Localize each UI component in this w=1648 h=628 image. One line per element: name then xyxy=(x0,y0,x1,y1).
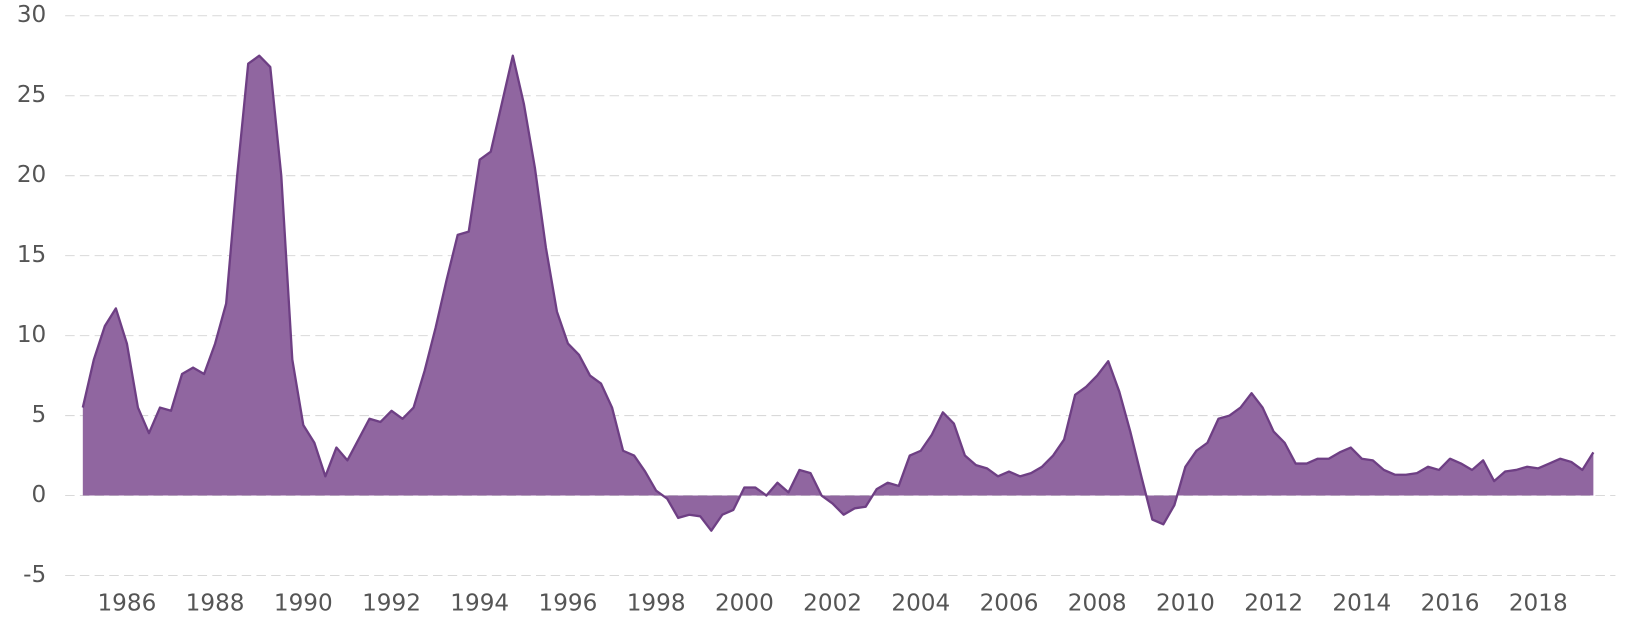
area-line xyxy=(81,54,1595,532)
x-tick-label: 2018 xyxy=(1509,590,1568,616)
x-tick-label: 1988 xyxy=(186,590,245,616)
x-tick-label: 2012 xyxy=(1244,590,1303,616)
area-fill xyxy=(82,55,1594,531)
y-tick-label: 25 xyxy=(17,82,46,108)
x-tick-label: 1986 xyxy=(97,590,156,616)
x-tick-label: 2008 xyxy=(1068,590,1127,616)
x-tick-label: 1990 xyxy=(274,590,333,616)
x-tick-label: 1992 xyxy=(362,590,421,616)
x-tick-label: 1998 xyxy=(627,590,686,616)
y-tick-label: 15 xyxy=(17,242,46,268)
y-tick-label: -5 xyxy=(23,562,46,588)
x-tick-label: 2006 xyxy=(980,590,1039,616)
x-tick-label: 1996 xyxy=(539,590,598,616)
x-tick-label: 2004 xyxy=(891,590,950,616)
x-tick-label: 2014 xyxy=(1332,590,1391,616)
y-tick-label: 0 xyxy=(32,482,47,508)
y-tick-label: 5 xyxy=(32,402,47,428)
x-tick-label: 2002 xyxy=(803,590,862,616)
x-tick-label: 2000 xyxy=(715,590,774,616)
y-tick-label: 10 xyxy=(17,322,46,348)
y-tick-label: 20 xyxy=(17,162,46,188)
x-tick-label: 2016 xyxy=(1421,590,1480,616)
x-tick-label: 2010 xyxy=(1156,590,1215,616)
y-tick-label: 30 xyxy=(17,2,46,28)
x-tick-label: 1994 xyxy=(450,590,509,616)
